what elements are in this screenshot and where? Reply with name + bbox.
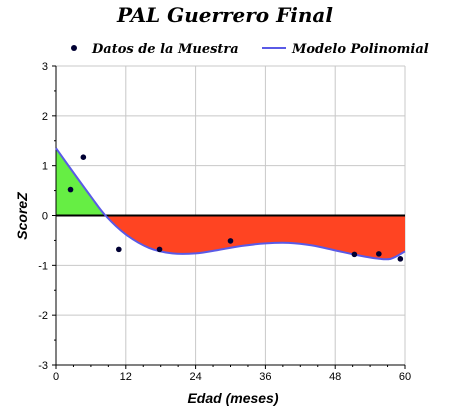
point-layer bbox=[67, 154, 404, 262]
data-point bbox=[156, 246, 163, 253]
data-point bbox=[80, 154, 87, 160]
x-tick-label: 60 bbox=[399, 371, 411, 383]
data-point bbox=[227, 238, 234, 244]
y-tick-label: 1 bbox=[42, 161, 48, 173]
legend-label-model: Modelo Polinomial bbox=[291, 42, 429, 57]
legend-point-marker bbox=[71, 45, 77, 51]
data-point bbox=[351, 251, 358, 258]
y-tick-label: -1 bbox=[38, 260, 48, 272]
data-point bbox=[67, 186, 74, 193]
positive-area bbox=[56, 148, 106, 216]
chart-title: PAL Guerrero Final bbox=[116, 3, 333, 27]
line-layer bbox=[55, 147, 406, 261]
y-tick-label: 3 bbox=[42, 61, 48, 73]
x-tick-label: 12 bbox=[120, 371, 132, 383]
x-tick-label: 0 bbox=[53, 371, 59, 383]
x-tick-label: 36 bbox=[259, 371, 271, 383]
y-tick-label: 0 bbox=[42, 211, 48, 223]
data-point bbox=[397, 256, 404, 262]
y-tick-label: 2 bbox=[42, 111, 48, 123]
x-tick-label: 48 bbox=[329, 371, 341, 383]
y-tick-label: -3 bbox=[38, 360, 48, 372]
legend-label-points: Datos de la Muestra bbox=[91, 42, 239, 57]
model-line bbox=[55, 147, 406, 261]
y-tick-label: -2 bbox=[38, 310, 48, 322]
x-axis-label: Edad (meses) bbox=[187, 390, 278, 406]
data-point bbox=[376, 251, 382, 257]
legend: Datos de la Muestra Modelo Polinomial bbox=[71, 42, 429, 57]
y-axis-label: ScoreZ bbox=[14, 192, 30, 240]
x-tick-label: 24 bbox=[189, 371, 201, 383]
data-point bbox=[116, 246, 122, 253]
